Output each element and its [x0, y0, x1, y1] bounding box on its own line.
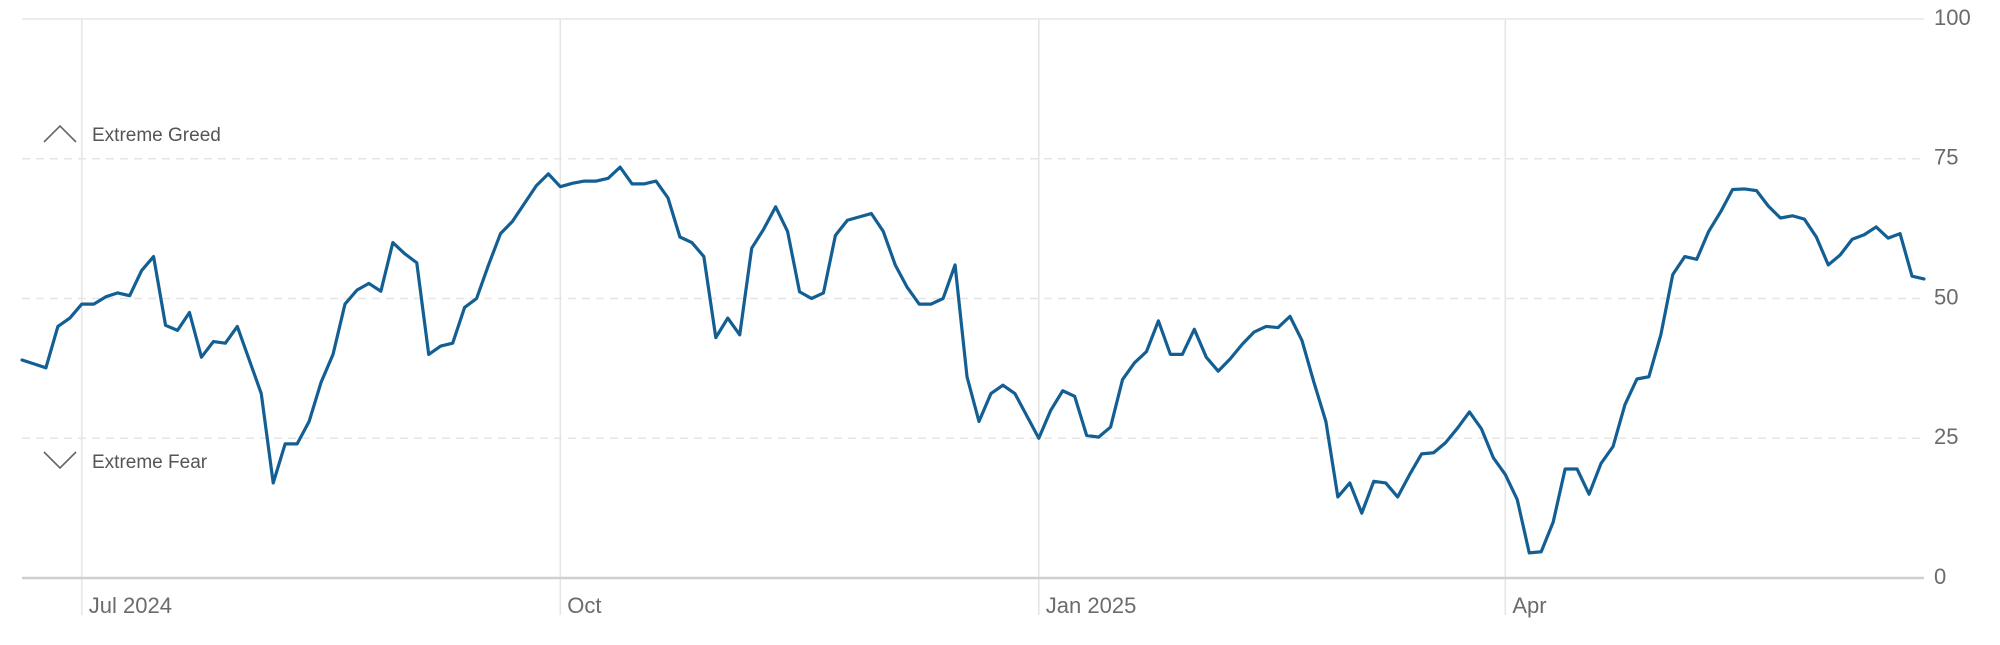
- annotation: Extreme Fear: [92, 452, 208, 473]
- x-tick-label: Oct: [567, 593, 601, 618]
- x-tick-label: Jul 2024: [89, 593, 172, 618]
- fear-chevron: [43, 451, 77, 470]
- x-tick-label: Apr: [1512, 593, 1546, 618]
- y-tick-label: 50: [1934, 284, 1958, 309]
- y-tick-label: 75: [1934, 145, 1958, 170]
- y-tick-label: 0: [1934, 564, 1946, 589]
- x-tick-label: Jan 2025: [1046, 593, 1137, 618]
- annotation: Extreme Greed: [92, 125, 221, 146]
- y-tick-label: 25: [1934, 424, 1958, 449]
- series-line: [20, 165, 1926, 555]
- y-tick-label: 100: [1934, 5, 1971, 30]
- greed-chevron: [43, 124, 77, 143]
